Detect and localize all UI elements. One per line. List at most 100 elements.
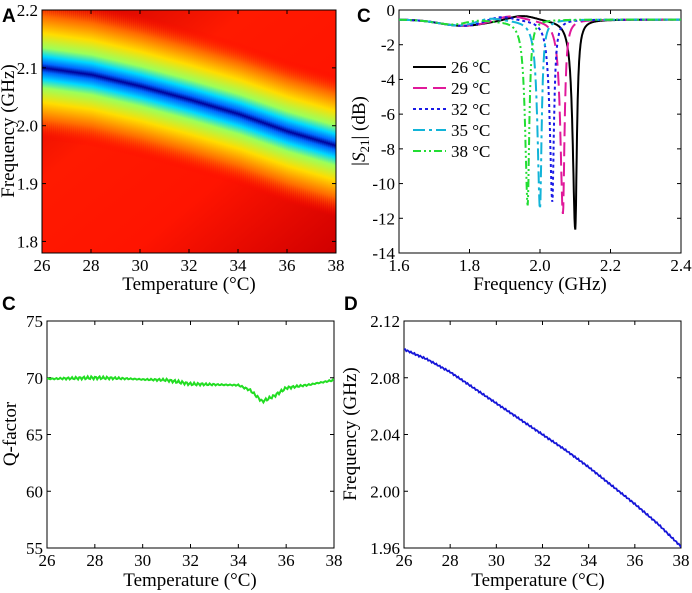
heatmap-ridge-slice xyxy=(232,40,235,185)
heatmap-ridge-slice xyxy=(184,26,187,171)
heatmap-ridge-slice xyxy=(138,13,141,158)
heatmap-ridge-slice xyxy=(92,10,95,148)
heatmap-ridge-slice xyxy=(250,46,253,191)
heatmap-ridge-slice xyxy=(108,10,111,151)
heatmap-ridge-slice xyxy=(164,20,167,165)
heatmap-ridge-slice xyxy=(230,39,233,184)
q-y-tick-label: 60 xyxy=(26,482,43,501)
freq-y-axis-label: Frequency (GHz) xyxy=(340,367,361,500)
heatmap-ridge-slice xyxy=(144,15,147,160)
heatmap-ridge-slice xyxy=(234,40,237,185)
s21-y-ticks: 0 -2 -4 -6 -8 -10 -12 -14 xyxy=(372,1,681,263)
heatmap-ridge-slice xyxy=(206,32,209,177)
heatmap-ridge-slice xyxy=(198,30,201,175)
s21-x-tick-label: 1.8 xyxy=(459,256,480,275)
heatmap-ridge-slice xyxy=(294,61,297,206)
heatmap-ridge-slice xyxy=(222,37,225,182)
heatmap-ridge-slice xyxy=(238,42,241,187)
panel-c-bottom: C 26 28 30 32 34 36 38 55 60 65 70 75 Temperature … xyxy=(0,294,343,591)
heatmap-ridge-slice xyxy=(46,10,49,141)
heatmap-ridge-slice xyxy=(194,29,197,174)
heatmap-ridge-slice xyxy=(330,72,333,217)
heatmap-ridge-slice xyxy=(172,23,175,168)
heatmap-x-axis-label: Temperature (°C) xyxy=(122,274,255,295)
heatmap-y-tick-label: 2.1 xyxy=(17,59,38,78)
q-x-axis-label: Temperature (°C) xyxy=(123,570,256,591)
s21-x-tick-label: 2.0 xyxy=(529,256,550,275)
heatmap-ridge-slice xyxy=(326,71,329,216)
heatmap-ridge-slice xyxy=(182,25,185,170)
s21-series xyxy=(399,15,681,230)
panel-a: A 26 28 30 32 34 36 38 1.8 1.9 2.0 2.1 2.2 Tempera… xyxy=(0,1,345,295)
heatmap-y-tick-label: 1.8 xyxy=(17,232,38,251)
heatmap-ridge-slice xyxy=(52,10,55,142)
panel-c-top: C 1.6 1.8 2.0 2.2 2.4 0 -2 -4 -6 -8 -10 -12 -14 26 … xyxy=(349,1,692,295)
heatmap-ridge-slice xyxy=(168,21,171,166)
heatmap-y-axis-label: Frequency (GHz) xyxy=(0,64,19,197)
heatmap-ridge-slice xyxy=(332,72,335,217)
freq-x-tick-label: 26 xyxy=(396,551,413,570)
heatmap-ridge-slice xyxy=(64,10,67,143)
s21-y-tick-label: -6 xyxy=(381,105,395,124)
heatmap-ridge-slice xyxy=(72,10,75,145)
heatmap-ridge-slice xyxy=(246,44,249,189)
heatmap-ridge-slice xyxy=(302,63,305,208)
heatmap-x-tick-label: 36 xyxy=(279,256,296,275)
heatmap-ridge-slice xyxy=(292,60,295,205)
legend-label: 38 °C xyxy=(451,142,490,161)
s21-plot-frame xyxy=(398,9,682,254)
panel-a-label: A xyxy=(2,6,16,27)
s21-series-32c xyxy=(399,16,681,202)
s21-y-tick-label: -12 xyxy=(372,209,395,228)
heatmap-ridge-slice xyxy=(42,10,45,140)
legend-label: 26 °C xyxy=(451,58,490,77)
freq-y-tick-label: 2.00 xyxy=(370,482,400,501)
s21-x-tick-label: 2.2 xyxy=(600,256,621,275)
legend-label: 29 °C xyxy=(451,79,490,98)
heatmap-ridge-slice xyxy=(86,10,89,147)
s21-x-axis-label: Frequency (GHz) xyxy=(473,274,606,295)
heatmap-ridge-slice xyxy=(104,10,107,150)
panel-c-bottom-label: C xyxy=(2,294,16,315)
heatmap-ridge-slice xyxy=(170,22,173,167)
heatmap-ridge-slice xyxy=(262,50,265,195)
heatmap-ridge-slice xyxy=(176,24,179,169)
heatmap-ridge-slice xyxy=(80,10,83,146)
panel-c-top-label: C xyxy=(357,6,371,27)
heatmap-ridge-slice xyxy=(252,47,255,192)
heatmap-ridge-slice xyxy=(58,10,61,143)
frequency-line xyxy=(404,348,681,548)
s21-y-tick-label: -8 xyxy=(381,140,395,159)
heatmap-x-tick-label: 26 xyxy=(34,256,51,275)
q-y-axis-label: Q-factor xyxy=(0,401,21,466)
q-series xyxy=(47,374,334,405)
heatmap-ridge-slice xyxy=(110,10,113,152)
heatmap-ridge-slice xyxy=(78,10,81,145)
heatmap-ridge-slice xyxy=(50,10,53,141)
heatmap-ridge-slice xyxy=(114,10,117,153)
heatmap-ridge-slice xyxy=(150,17,153,162)
heatmap-ridge-slice xyxy=(174,23,177,168)
heatmap-ridge-slice xyxy=(228,39,231,184)
heatmap-ridge-slice xyxy=(98,10,101,149)
s21-legend: 26 °C 29 °C 32 °C 35 °C 38 °C xyxy=(413,58,490,161)
q-factor-line xyxy=(47,374,334,405)
heatmap-ridge-slice xyxy=(148,16,151,161)
s21-y-tick-label: -14 xyxy=(372,244,395,263)
heatmap-ridge-slice xyxy=(208,33,211,178)
heatmap-ridge-slice xyxy=(248,45,251,190)
heatmap-ridge-slice xyxy=(258,49,261,194)
q-x-tick-label: 32 xyxy=(182,551,199,570)
heatmap-ridge-slice xyxy=(212,34,215,179)
heatmap-ridge-slice xyxy=(264,51,267,196)
heatmap-ridge-slice xyxy=(296,62,299,207)
heatmap-ridge-slice xyxy=(306,65,309,210)
s21-x-ticks: 1.6 1.8 2.0 2.2 2.4 xyxy=(388,10,692,275)
s21-y-tick-label: -4 xyxy=(381,70,396,89)
q-y-tick-label: 75 xyxy=(26,312,43,331)
heatmap-ridge-slice xyxy=(180,25,183,170)
heatmap-ridge-slice xyxy=(328,71,331,216)
heatmap-ridge-slice xyxy=(88,10,91,147)
heatmap-ridge-slice xyxy=(74,10,77,145)
q-x-tick-label: 26 xyxy=(39,551,56,570)
